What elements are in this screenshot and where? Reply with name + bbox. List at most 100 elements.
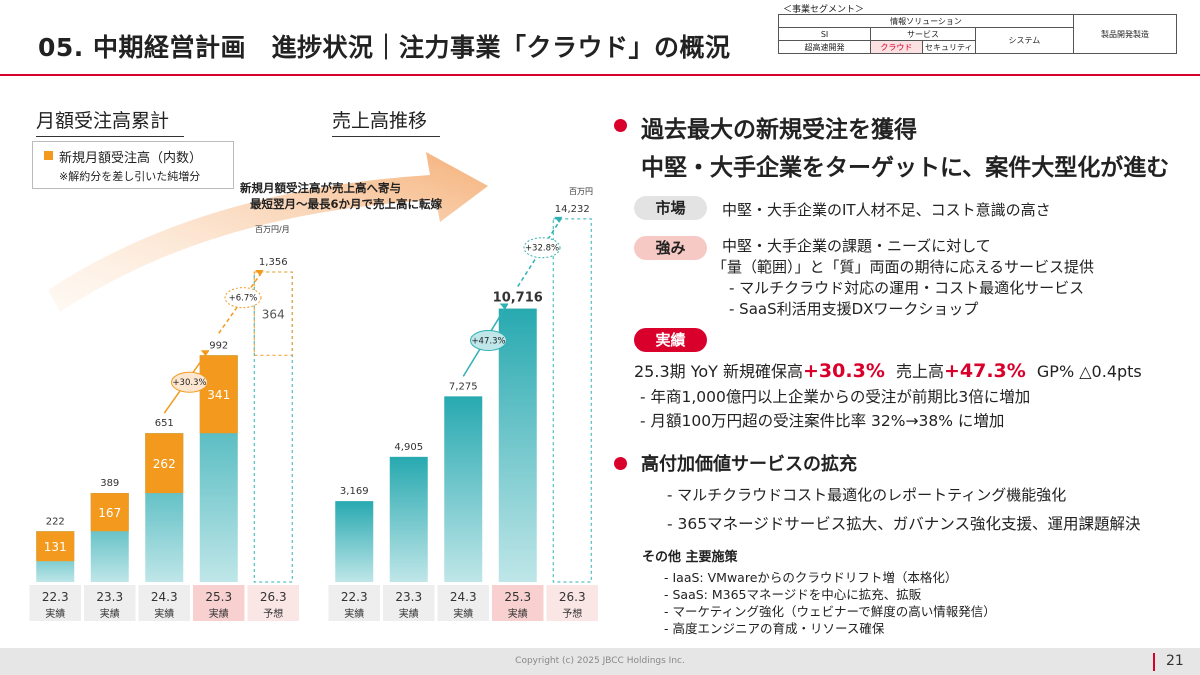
forecast-arrowhead (255, 270, 264, 277)
growth-arrowhead (200, 350, 209, 357)
headline-2: 中堅・大手企業をターゲットに、案件大型化が進む (641, 155, 1170, 181)
x-tick-sublabel: 予想 (263, 607, 283, 620)
other-title: その他 主要施策 (642, 550, 738, 565)
other-line-1: - IaaS: VMwareからのクラウドリフト増（本格化） (664, 570, 958, 585)
other-line-2: - SaaS: M365マネージドを中心に拡充、拡販 (664, 587, 922, 602)
arrow-text-line2: 最短翌月～最長6か月で売上高に転嫁 (250, 197, 442, 211)
result-pill: 実績 (634, 328, 707, 352)
total-bar (389, 456, 428, 582)
axis-cell (247, 585, 299, 621)
x-tick-sublabel: 実績 (209, 607, 229, 620)
headline-1: 過去最大の新規受注を獲得 (641, 117, 917, 143)
x-tick-label: 24.3 (151, 590, 178, 604)
growth-badge-label: +30.3% (172, 378, 206, 388)
legend-note: ※解約分を差し引いた純増分 (59, 170, 201, 183)
page-title: 05. 中期経営計画 進捗状況｜注力事業「クラウド」の概況 (38, 33, 731, 62)
total-value-label: 7,275 (449, 381, 478, 392)
page-number-bar (1153, 653, 1155, 671)
bullet-icon (614, 119, 627, 132)
new-bar (36, 531, 75, 562)
footer-bar (0, 648, 1200, 675)
value-line-1: - マルチクラウドコスト最適化のレポートティング機能強化 (667, 486, 1067, 504)
result-line-2: - 月額100万円超の受注案件比率 32%→38% に増加 (640, 412, 1005, 430)
x-tick-label: 26.3 (260, 590, 287, 604)
legend-box (32, 141, 234, 189)
new-value-label: 167 (98, 506, 121, 520)
total-bar (335, 501, 374, 582)
new-bar (199, 355, 238, 434)
left-chart-unit: 百万円/月 (255, 225, 290, 234)
kpi-line: 25.3期 YoY 新規確保高+30.3% 売上高+47.3% GP% △0.4… (634, 358, 1142, 382)
strength-line-1: 中堅・大手企業の課題・ニーズに対して (722, 237, 991, 255)
strength-line-4: - SaaS利活用支援DXワークショップ (714, 300, 979, 318)
new-bar (145, 433, 184, 494)
title-divider (0, 74, 1200, 76)
market-text: 中堅・大手企業のIT人材不足、コスト意識の高さ (722, 201, 1051, 219)
total-value-label: 222 (46, 516, 65, 527)
forecast-badge (224, 287, 262, 309)
axis-cell (84, 585, 136, 621)
total-bar (498, 308, 537, 582)
total-value-label: 389 (100, 478, 119, 489)
transfer-arrow (48, 152, 488, 312)
headline-3: 高付加価値サービスの拡充 (641, 454, 857, 475)
x-tick-label: 23.3 (395, 590, 422, 604)
x-tick-sublabel: 実績 (154, 607, 174, 620)
total-value-label: 4,905 (394, 442, 423, 453)
growth-badge (171, 371, 208, 393)
x-tick-sublabel: 予想 (562, 607, 582, 620)
growth-arrowhead (499, 303, 508, 310)
growth-badge-label: +47.3% (471, 336, 505, 346)
right-chart-heading: 売上高推移 (332, 106, 440, 137)
kpi-prefix: 25.3期 YoY 新規確保高 (634, 362, 804, 381)
x-tick-label: 25.3 (205, 590, 232, 604)
page-number: 21 (1166, 653, 1184, 669)
bullet-icon (614, 457, 627, 470)
total-value-label: 10,716 (493, 291, 543, 306)
strength-line-2: 「量（範囲）」と「質」両面の期待に応えるサービス提供 (712, 258, 1095, 276)
strength-pill: 強み (634, 236, 707, 260)
value-line-2: - 365マネージドサービス拡大、ガバナンス強化支援、運用課題解決 (667, 515, 1141, 533)
total-value-label: 3,169 (340, 486, 369, 497)
total-value-label: 992 (209, 340, 228, 351)
axis-cell (383, 585, 435, 621)
segment-product: 製品開発製造 (1073, 14, 1177, 54)
other-line-4: - 高度エンジニアの育成・リソース確保 (664, 621, 885, 636)
x-tick-sublabel: 実績 (45, 607, 65, 620)
other-line-3: - マーケティング強化（ウェビナーで鮮度の高い情報発信） (664, 604, 996, 619)
x-tick-sublabel: 実績 (100, 607, 120, 620)
axis-cell (492, 585, 544, 621)
segment-caption: ＜事業セグメント＞ (783, 5, 865, 15)
arrow-text-line1: 新規月額受注高が売上高へ寄与 (240, 181, 401, 195)
new-value-label: 131 (44, 540, 67, 554)
forecast-bar (552, 218, 592, 583)
segment-security: セキュリティ (921, 40, 976, 54)
segment-cloud: クラウド (870, 40, 923, 54)
right-chart-unit: 百万円 (569, 187, 593, 196)
forecast-arrowhead (554, 216, 563, 223)
x-tick-sublabel: 実績 (399, 607, 419, 620)
copyright: Copyright (c) 2025 JBCC Holdings Inc. (515, 656, 685, 666)
total-value-label: 1,356 (259, 257, 288, 268)
x-tick-label: 26.3 (559, 590, 586, 604)
market-pill: 市場 (634, 196, 707, 220)
axis-cell (138, 585, 190, 621)
x-tick-sublabel: 実績 (508, 607, 528, 620)
forecast-badge-label: +32.8% (525, 244, 559, 254)
x-tick-label: 25.3 (504, 590, 531, 604)
segment-system: システム (974, 27, 1075, 54)
kpi-sales-label: 売上高 (895, 362, 944, 381)
result-line-1: - 年商1,000億円以上企業からの受注が前期比3倍に増加 (640, 388, 1031, 406)
total-value-label: 14,232 (555, 204, 590, 215)
x-tick-label: 23.3 (96, 590, 123, 604)
segment-table: 情報ソリューション 製品開発製造 SI サービス システム 超高速開発 クラウド… (777, 14, 1177, 54)
x-tick-label: 22.3 (42, 590, 69, 604)
axis-cell (29, 585, 81, 621)
forecast-badge-label: +6.7% (229, 294, 258, 304)
kpi-new-value: +30.3% (803, 360, 885, 382)
new-bar (90, 493, 129, 532)
x-tick-sublabel: 実績 (453, 607, 473, 620)
legend-label-new: 新規月額受注高（内数） (59, 151, 203, 166)
strength-line-3: - マルチクラウド対応の運用・コスト最適化サービス (714, 279, 1085, 297)
